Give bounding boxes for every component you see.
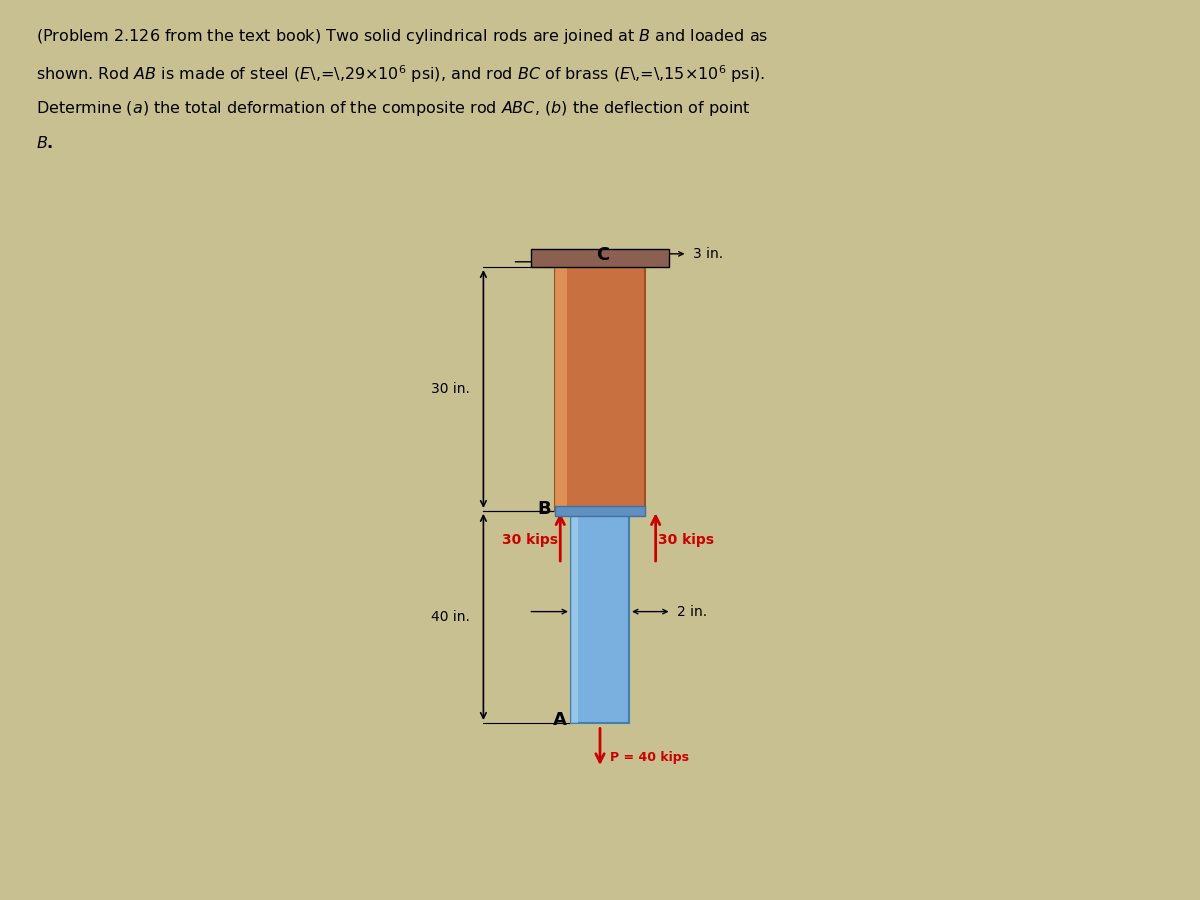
Text: C: C <box>596 247 610 265</box>
Bar <box>554 267 646 511</box>
Text: 30 kips: 30 kips <box>659 533 714 547</box>
Text: P = 40 kips: P = 40 kips <box>610 751 689 764</box>
Text: 40 in.: 40 in. <box>431 610 470 624</box>
Text: 2 in.: 2 in. <box>677 605 707 618</box>
Text: 3 in.: 3 in. <box>692 247 722 261</box>
Text: shown. Rod $AB$ is made of steel ($E$\,=\,29×10$^6$ psi), and rod $BC$ of brass : shown. Rod $AB$ is made of steel ($E$\,=… <box>36 63 766 85</box>
Bar <box>571 511 577 723</box>
Text: Determine ($a$) the total deformation of the composite rod $ABC$, ($b$) the defl: Determine ($a$) the total deformation of… <box>36 99 751 118</box>
Text: $B$.: $B$. <box>36 135 54 151</box>
Text: 30 kips: 30 kips <box>502 533 558 547</box>
Text: (Problem 2.126 from the text book) Two solid cylindrical rods are joined at $B$ : (Problem 2.126 from the text book) Two s… <box>36 27 768 46</box>
Bar <box>532 248 668 267</box>
Text: B: B <box>538 500 551 518</box>
Bar <box>554 267 566 511</box>
Bar <box>571 511 629 723</box>
Text: A: A <box>553 711 566 729</box>
Text: 30 in.: 30 in. <box>431 382 470 396</box>
Bar <box>554 506 646 516</box>
